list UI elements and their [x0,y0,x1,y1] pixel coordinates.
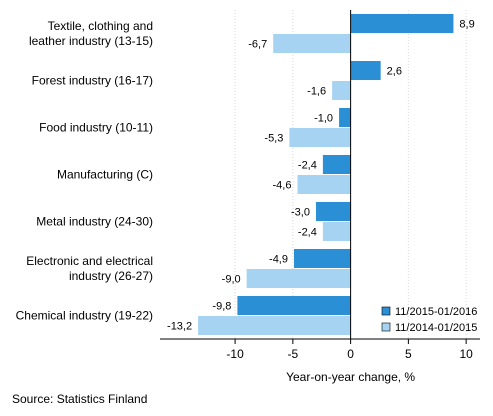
data-label: -13,2 [167,321,192,333]
category-label: Forest industry (16-17) [32,74,153,88]
bar [294,249,351,268]
x-tick-label: -5 [288,347,299,361]
bar [322,222,351,241]
bar [273,34,351,53]
data-label: -3,0 [291,207,310,219]
data-label: -1,0 [314,113,333,125]
category-label: Chemical industry (19-22) [16,309,153,323]
bar [297,175,351,194]
data-label: -1,6 [307,86,326,98]
data-label: 2,6 [387,66,402,78]
x-axis-title: Year-on-year change, % [286,370,415,384]
category-label: Metal industry (24-30) [36,215,153,229]
data-label: -6,7 [248,39,267,51]
category-label: Textile, clothing and [48,19,153,33]
legend-label: 11/2015-01/2016 [395,306,477,318]
data-label: -2,4 [298,160,317,172]
data-label: 8,9 [459,19,474,31]
data-label: -2,4 [298,227,317,239]
category-label: Electronic and electrical [26,254,153,268]
legend-label: 11/2014-01/2015 [395,322,477,334]
data-label: -9,0 [222,274,241,286]
category-label: industry (26-27) [69,269,153,283]
data-label: -4,9 [269,254,288,266]
bar [350,14,454,33]
source-note: Source: Statistics Finland [12,392,148,406]
data-label: -9,8 [212,301,231,313]
bar [350,61,381,80]
bar [246,269,351,288]
x-tick-label: -10 [226,347,244,361]
category-label: Manufacturing (C) [57,168,153,182]
category-label: Food industry (10-11) [39,121,153,135]
bar [237,296,351,315]
legend: 11/2015-01/2016 11/2014-01/2015 [381,306,477,334]
data-label: -4,6 [273,180,292,192]
legend-swatch [381,322,391,332]
x-tick-label: 0 [347,347,354,361]
bar [289,128,351,147]
bar [339,108,351,127]
bars [198,14,454,335]
legend-swatch [381,306,391,316]
bar [322,155,351,174]
bar [315,202,351,221]
x-tick-label: 10 [459,347,473,361]
axes: -10 -5 0 5 10 Year-on-year change, % [160,10,480,384]
x-tick-label: 5 [405,347,412,361]
data-label: -5,3 [264,133,283,145]
category-label: leather industry (13-15) [29,34,153,48]
bar [198,316,351,335]
bar [332,81,351,100]
